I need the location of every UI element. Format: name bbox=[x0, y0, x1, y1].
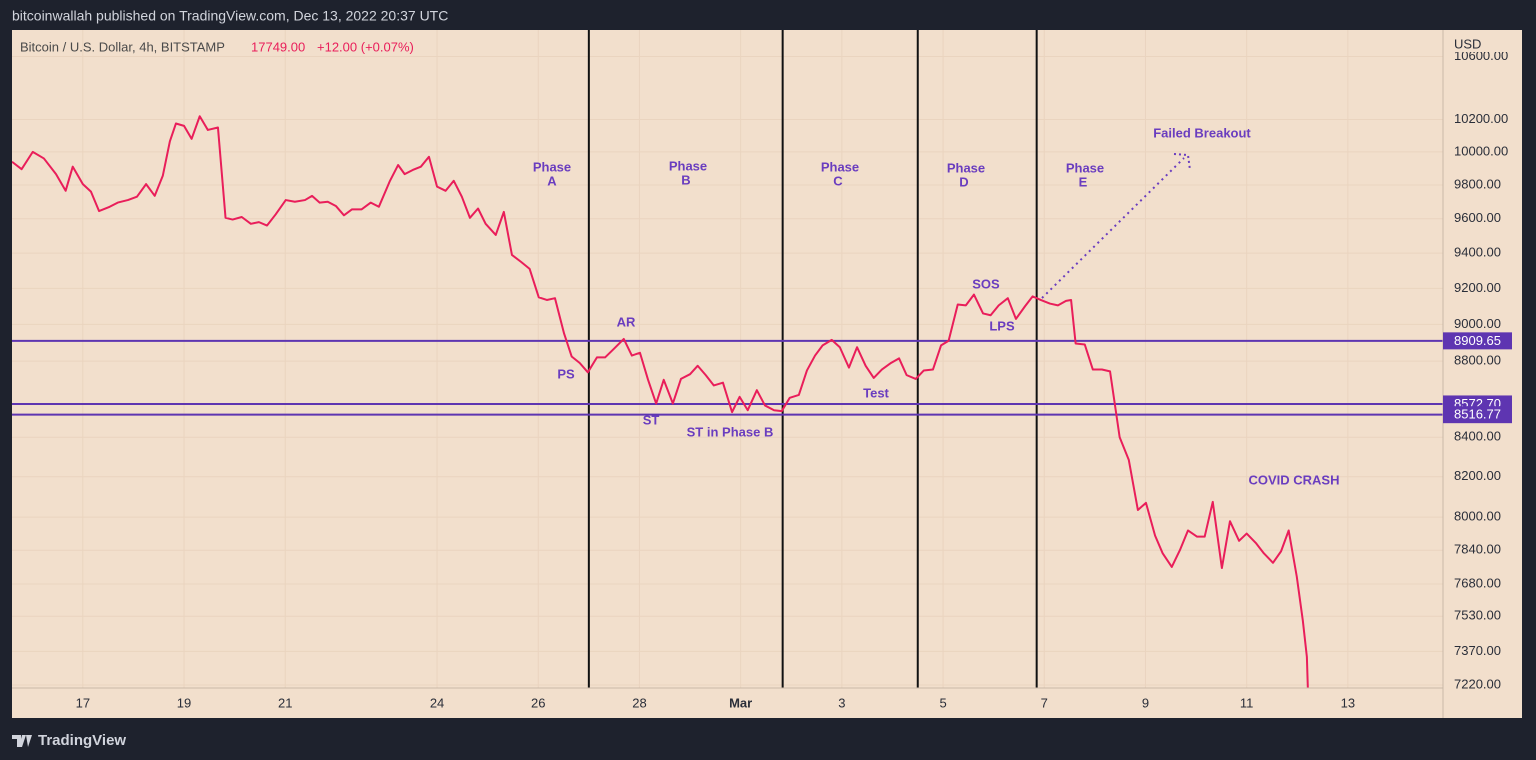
last-price: 17749.00 bbox=[251, 39, 305, 54]
logo: TradingView bbox=[12, 732, 126, 749]
annotation: AR bbox=[617, 314, 636, 329]
x-tick-label: 9 bbox=[1142, 695, 1149, 710]
y-tick-label: 8800.00 bbox=[1454, 353, 1501, 368]
price-line bbox=[12, 115, 1309, 688]
plot bbox=[12, 30, 1443, 688]
y-tick-label: 7530.00 bbox=[1454, 608, 1501, 623]
y-tick-label: 8000.00 bbox=[1454, 509, 1501, 524]
x-tick-label: 17 bbox=[76, 695, 90, 710]
phase-label: A bbox=[547, 173, 557, 188]
y-tick-label: 7220.00 bbox=[1454, 676, 1501, 691]
x-tick-label: 11 bbox=[1240, 695, 1254, 710]
x-tick-label: 7 bbox=[1041, 695, 1048, 710]
x-tick-label: 26 bbox=[531, 695, 545, 710]
x-tick-label: 28 bbox=[632, 695, 646, 710]
phase-label: Phase bbox=[821, 159, 859, 174]
x-tick-label: 13 bbox=[1341, 695, 1355, 710]
price-badge bbox=[1443, 332, 1512, 350]
price-badge-label: 8909.65 bbox=[1454, 333, 1501, 348]
x-tick-label: 24 bbox=[430, 695, 444, 710]
y-tick-label: 9400.00 bbox=[1454, 245, 1501, 260]
y-tick-label: 9000.00 bbox=[1454, 316, 1501, 331]
price-badge bbox=[1443, 406, 1512, 424]
annotation: ST bbox=[643, 412, 660, 427]
y-tick-label: 10200.00 bbox=[1454, 111, 1508, 126]
phase-label: C bbox=[833, 173, 843, 188]
currency-box bbox=[1444, 30, 1522, 52]
phase-label: D bbox=[959, 174, 968, 189]
y-tick-label: 8400.00 bbox=[1454, 429, 1501, 444]
annotation: ST in Phase B bbox=[687, 424, 774, 439]
phase-label: E bbox=[1079, 174, 1088, 189]
annotation: LPS bbox=[989, 318, 1015, 333]
axes: 10600.0010200.0010000.009800.009600.0094… bbox=[76, 48, 1512, 710]
y-tick-label: 7370.00 bbox=[1454, 643, 1501, 658]
phase-label: B bbox=[681, 172, 690, 187]
y-tick-label: 8200.00 bbox=[1454, 468, 1501, 483]
price-badge-label: 8516.77 bbox=[1454, 407, 1501, 422]
annotations: Phase A Phase B Phase C Phase D Phase E … bbox=[533, 125, 1340, 487]
logo-mark bbox=[12, 735, 32, 747]
y-tick-label: 9200.00 bbox=[1454, 280, 1501, 295]
y-tick-label: 9800.00 bbox=[1454, 176, 1501, 191]
annotation: SOS bbox=[972, 276, 1000, 291]
y-tick-label: 9600.00 bbox=[1454, 210, 1501, 225]
x-tick-label: Mar bbox=[729, 695, 752, 710]
phase-label: Phase bbox=[947, 160, 985, 175]
annotation: COVID CRASH bbox=[1248, 472, 1339, 487]
grid bbox=[12, 30, 1443, 688]
phase-label: Phase bbox=[533, 159, 571, 174]
annotation: PS bbox=[557, 366, 575, 381]
x-tick-label: 19 bbox=[177, 695, 191, 710]
annotation: Test bbox=[863, 385, 889, 400]
price-change: +12.00 (+0.07%) bbox=[317, 39, 414, 54]
annotation: Failed Breakout bbox=[1153, 125, 1251, 140]
phase-label: Phase bbox=[1066, 160, 1104, 175]
panel bbox=[12, 30, 1522, 718]
symbol-title: Bitcoin / U.S. Dollar, 4h, BITSTAMP bbox=[20, 39, 225, 54]
x-tick-label: 21 bbox=[278, 695, 292, 710]
y-tick-label: 7680.00 bbox=[1454, 575, 1501, 590]
y-tick-label: 7840.00 bbox=[1454, 542, 1501, 557]
footer-brand: TradingView bbox=[38, 732, 126, 749]
phase-label: Phase bbox=[669, 158, 707, 173]
x-tick-label: 5 bbox=[939, 695, 946, 710]
y-tick-label: 10000.00 bbox=[1454, 143, 1508, 158]
currency: USD bbox=[1454, 36, 1481, 51]
x-tick-label: 3 bbox=[838, 695, 845, 710]
publish-header: bitcoinwallah published on TradingView.c… bbox=[12, 8, 448, 24]
